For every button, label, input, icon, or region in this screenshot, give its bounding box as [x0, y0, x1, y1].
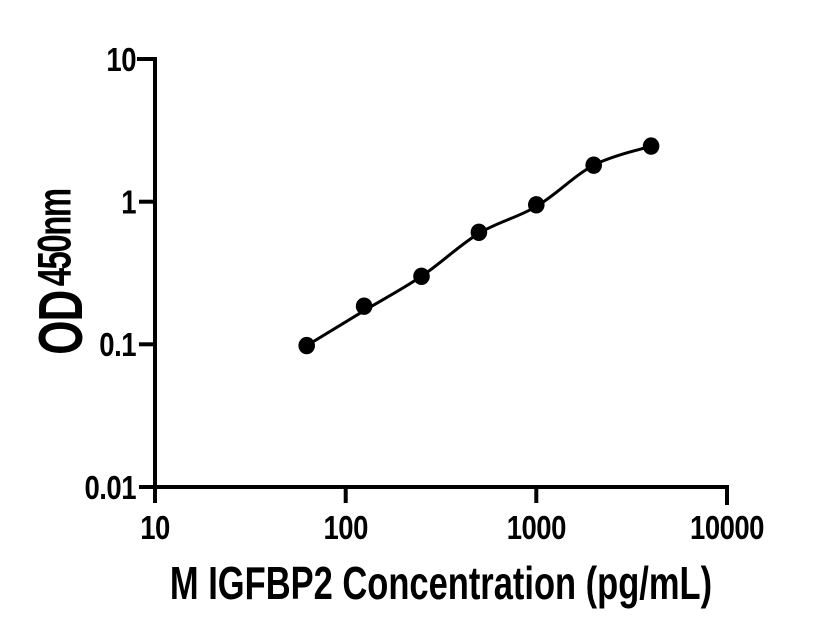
x-axis-title: M IGFBP2 Concentration (pg/mL) — [170, 557, 712, 609]
data-point-marker — [470, 223, 488, 241]
x-axis-ticks: 10 100 1000 10000 — [140, 487, 764, 547]
x-tick-label: 10 — [140, 509, 170, 546]
x-tick-label: 100 — [324, 509, 368, 546]
data-point-marker — [413, 267, 430, 285]
data-point-marker — [642, 137, 660, 155]
y-axis-title-main: OD — [26, 291, 95, 355]
x-tick-label: 1000 — [507, 509, 566, 546]
y-tick-label: 1 — [121, 184, 136, 221]
fit-curve — [305, 144, 653, 348]
x-tick-label: 10000 — [690, 509, 764, 546]
data-point-marker — [298, 336, 316, 355]
data-point-marker — [528, 196, 545, 214]
data-points — [298, 137, 660, 355]
y-tick-label: 0.01 — [85, 469, 137, 506]
data-point-marker — [585, 156, 602, 174]
y-tick-label: 0.1 — [99, 327, 136, 364]
fit-curve-line — [305, 144, 653, 348]
y-axis-title: OD 450nm — [26, 189, 95, 354]
axis-frame — [137, 57, 729, 505]
axes — [137, 57, 729, 505]
data-point-marker — [355, 297, 373, 315]
y-axis-ticks: 0.01 0.1 1 10 — [85, 41, 155, 506]
y-axis-title-subscript: 450nm — [28, 189, 81, 286]
y-tick-label: 10 — [106, 41, 136, 78]
